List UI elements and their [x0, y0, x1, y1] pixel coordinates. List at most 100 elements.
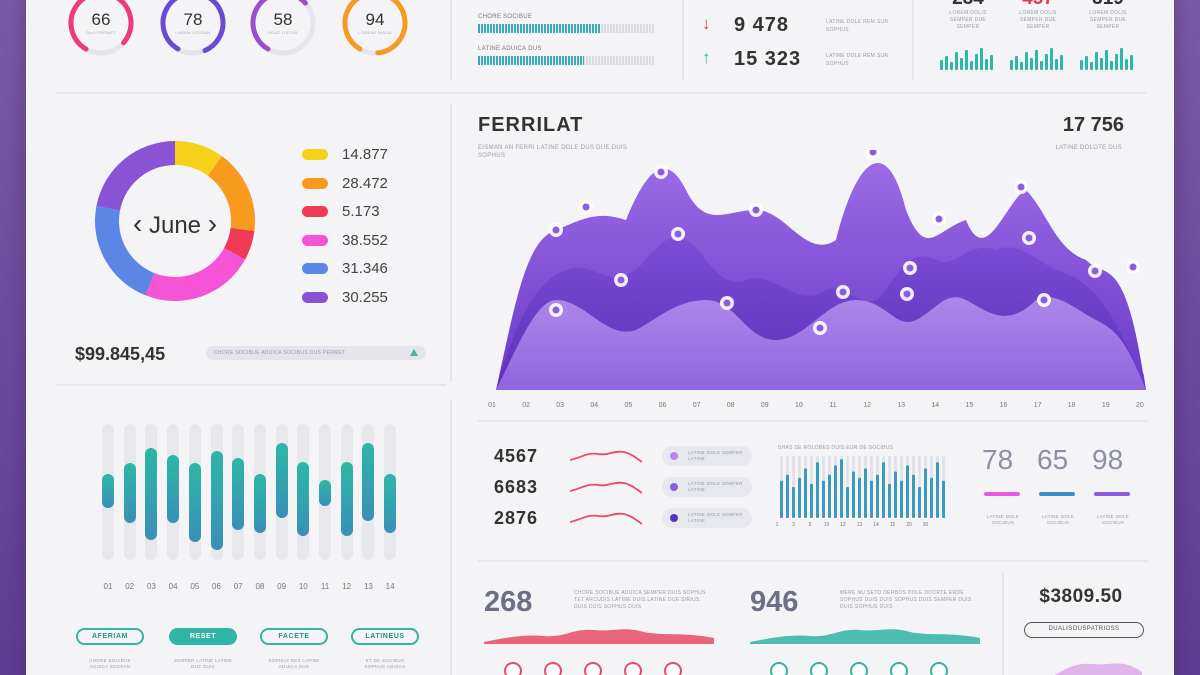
x-tick: 13: [897, 402, 906, 409]
divider: [478, 560, 1148, 562]
kpi-value: 78: [982, 444, 1014, 475]
bottom-right-value: $3809.50: [1039, 586, 1123, 607]
teal-bar: [942, 480, 945, 518]
legend-item: 28.472: [302, 175, 388, 192]
kpi-bar: [984, 492, 1020, 496]
gauge-value: 58: [273, 10, 293, 29]
x-tick: 02: [522, 402, 530, 409]
area-point-core: [617, 276, 625, 284]
area-point-core: [723, 299, 731, 307]
stat-value: 15 323: [734, 48, 802, 70]
filter-button[interactable]: FACETE: [260, 628, 328, 645]
column-value: 319: [1078, 0, 1138, 10]
x-tick: 07: [692, 402, 701, 409]
teal-bar: [930, 477, 933, 518]
donut-segment: [96, 141, 175, 211]
vbar-x-tick: 06: [212, 582, 221, 591]
filter-button[interactable]: LATINEUS: [351, 628, 419, 645]
mini-row-dot: [670, 483, 678, 491]
vbar-x-tick: 05: [190, 582, 200, 591]
vbar-track: [232, 424, 245, 560]
teal-bar-chart: [780, 456, 945, 518]
x-tick: 15: [965, 402, 974, 409]
progress-fill: [478, 56, 584, 65]
area-point-core: [1091, 267, 1099, 275]
column-sparkbars: [1010, 48, 1063, 70]
mini-row-sparkline: [570, 481, 642, 494]
donut-note-pill: CHORE SOCIBUE ADUICA SOCIBUS DUS PERMET: [206, 346, 426, 360]
vbar-fill: [123, 463, 136, 524]
teal-bar: [894, 471, 897, 518]
teal-bar: [870, 480, 873, 518]
x-tick: 03: [556, 402, 565, 409]
bottom-kpi-dot: [850, 662, 868, 675]
mini-row-value: 6683: [494, 477, 539, 497]
teal-x-tick: 1: [775, 522, 779, 528]
vbar-track: [384, 424, 397, 560]
filter-button[interactable]: RESET: [169, 628, 237, 645]
vbar-track: [340, 424, 353, 560]
kpi-value: 65: [1037, 444, 1069, 475]
divider: [1002, 572, 1004, 675]
mini-row-sparkline: [570, 512, 642, 525]
chevron-right-icon[interactable]: ›: [207, 208, 218, 239]
vbar-fill: [232, 458, 245, 531]
vbar-x-tick: 02: [125, 582, 135, 591]
vbar-x-tick: 08: [255, 582, 265, 591]
donut-center: ‹ June ›: [114, 208, 236, 240]
filter-button[interactable]: AFERIAM: [76, 628, 144, 645]
vbar-x-tick: 10: [298, 582, 308, 591]
mini-row-tag[interactable]: LATINE DOLE SEMPER LATINE: [662, 508, 752, 528]
kpi-bar: [1039, 492, 1075, 496]
vbar-fill: [253, 474, 266, 533]
gauge-label: LAREM SOSSAN: [175, 30, 211, 35]
triangle-up-icon: [410, 349, 418, 356]
x-tick: 01: [488, 402, 496, 409]
chevron-left-icon[interactable]: ‹: [132, 208, 143, 239]
filter-button-desc: ET DE SOCIBUS SOPHUS ADUICA: [364, 658, 406, 669]
mini-row-label: LATINE DOLE SEMPER LATINE: [688, 450, 743, 461]
bottom-right-pill[interactable]: DUALISOUSPATRIOSS: [1024, 622, 1144, 638]
divider: [682, 0, 684, 80]
vbar-track: [210, 424, 223, 560]
teal-bar: [912, 474, 915, 518]
bottom-kpi-wave: [484, 629, 714, 644]
mini-row-tag[interactable]: LATINE DOLE SEMPER LATINE: [662, 477, 752, 497]
column-value: 234: [938, 0, 998, 10]
legend-value: 30.255: [342, 288, 388, 306]
mini-row-label: LATINE DOLE SEMPER LATINE: [688, 512, 743, 523]
teal-bars-caption: SHAS SE ROLOBES DUIS EUR DE SOCIBUS: [778, 445, 894, 451]
gauge: 58 DOLE LISTOR: [248, 0, 318, 58]
teal-x-tick: 5: [808, 522, 812, 528]
area-points: [549, 150, 1140, 335]
vbar-track: [253, 424, 266, 560]
teal-bar: [792, 487, 795, 518]
vbar-x-tick: 07: [233, 582, 243, 591]
legend-swatch: [302, 234, 328, 246]
gauge: 78 LAREM SOSSAN: [158, 0, 228, 58]
x-tick: 08: [726, 402, 735, 409]
main-chart-subtitle: EISMAN AN FERRI LATINE DOLE DUS DUE DUIS…: [478, 145, 628, 159]
gauge-label: DUO PERMET: [86, 30, 116, 35]
vbar-x-tick: 12: [342, 582, 352, 591]
vbar-x-tick: 11: [320, 582, 330, 591]
area-point-core: [839, 288, 847, 296]
vbar-track: [362, 424, 375, 560]
teal-x-tick: 20: [906, 522, 912, 528]
area-point-core: [657, 168, 665, 176]
bottom-kpi-value: 268: [484, 586, 533, 618]
progress-bar: LATINE ADUICA DUS: [478, 46, 654, 65]
legend-swatch: [302, 206, 328, 217]
bottom-kpi-dot: [664, 662, 682, 675]
legend-swatch: [302, 291, 328, 303]
gauge-ring: [342, 0, 408, 56]
mini-row-value: 4567: [494, 446, 539, 466]
mini-row-tag[interactable]: LATINE DOLE SEMPER LATINE: [662, 446, 752, 466]
teal-bar: [816, 462, 819, 518]
teal-bar: [936, 462, 939, 518]
legend-value: 28.472: [342, 174, 388, 192]
bottom-kpi-wave: [750, 629, 980, 644]
filter-button-desc: SOPHUS RES LATINE ADUICA DUS: [268, 658, 320, 669]
teal-bar: [888, 483, 891, 518]
area-point-core: [674, 230, 682, 238]
